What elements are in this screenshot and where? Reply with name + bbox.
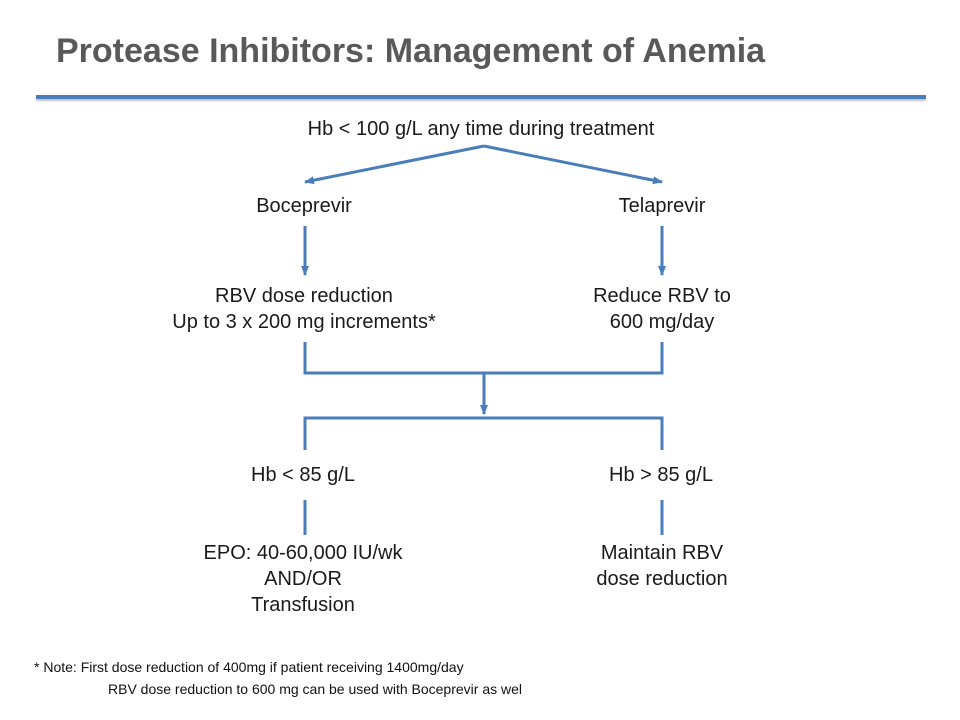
boceprevir-label: Boceprevir [256,193,352,219]
telaprevir-label: Telaprevir [619,193,706,219]
low-hb-action-line-3: Transfusion [251,594,355,616]
slide-title: Protease Inhibitors: Management of Anemi… [56,32,766,70]
high-hb-condition-text: Hb > 85 g/L [609,464,713,486]
start-condition-text: Hb < 100 g/L any time during treatment [307,118,655,140]
low-hb-action-line-2: AND/OR [264,568,342,590]
high-hb-action-line-1: Maintain RBV [600,542,724,564]
high-hb-action: Maintain RBV dose reduction [596,540,727,592]
connector-start-to-telaprevir [483,144,663,185]
low-hb-action: EPO: 40-60,000 IU/wk AND/OR Transfusion [204,540,403,618]
low-hb-condition-text: Hb < 85 g/L [251,464,355,486]
low-hb-condition: Hb < 85 g/L [251,462,355,488]
merge-bracket [303,342,664,375]
high-hb-action-line-2: dose reduction [596,568,728,590]
footnote-line-1: * Note: First dose reduction of 400mg if… [34,659,464,675]
high-hb-condition: Hb > 85 g/L [609,462,713,488]
telaprevir-text: Telaprevir [618,195,706,217]
telaprevir-action-line-1: Reduce RBV to [593,285,731,307]
footnote-line-2: RBV dose reduction to 600 mg can be used… [108,681,523,697]
split-bracket [303,416,664,450]
low-hb-action-line-1: EPO: 40-60,000 IU/wk [203,542,403,564]
boceprevir-action-line-1: RBV dose reduction [215,285,393,307]
telaprevir-action: Reduce RBV to 600 mg/day [593,283,731,335]
connector-start-to-boceprevir [304,144,485,185]
start-condition: Hb < 100 g/L any time during treatment [308,116,655,142]
telaprevir-action-line-2: 600 mg/day [609,311,715,333]
title-underline [36,95,926,99]
boceprevir-action: RBV dose reduction Up to 3 x 200 mg incr… [172,283,435,335]
boceprevir-text: Boceprevir [256,195,352,217]
boceprevir-action-line-2: Up to 3 x 200 mg increments* [172,311,436,333]
